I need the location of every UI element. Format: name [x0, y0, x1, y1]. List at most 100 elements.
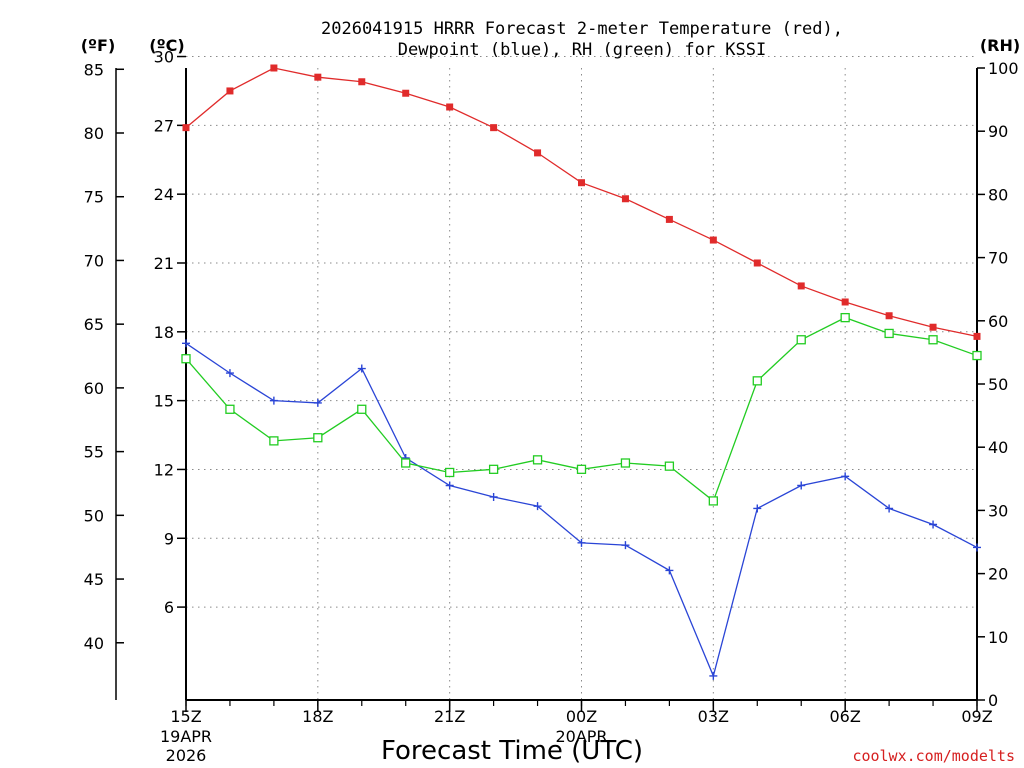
dewpoint-point	[665, 566, 674, 575]
rh-point	[576, 464, 587, 474]
dewpoint-point	[533, 502, 542, 511]
x-tick-sublabel: 19APR	[160, 727, 212, 746]
temperature-series	[182, 64, 981, 340]
fahrenheit-tick-label: 40	[84, 634, 104, 653]
dewpoint-point	[357, 364, 366, 373]
temperature-point	[973, 332, 981, 340]
dewpoint-point	[313, 398, 322, 407]
rh-point	[752, 376, 762, 386]
celsius-tick-label: 9	[164, 529, 174, 548]
celsius-tick-label: 6	[164, 598, 174, 617]
dewpoint-point	[753, 504, 762, 513]
rh-point	[445, 467, 455, 478]
temperature-point	[621, 195, 629, 203]
rh-tick-label: 10	[988, 628, 1008, 647]
dewpoint-point	[225, 369, 234, 378]
dewpoint-point	[489, 492, 498, 501]
rh-tick-label: 40	[988, 438, 1008, 457]
dewpoint-point	[269, 396, 278, 405]
celsius-tick-label: 24	[154, 185, 174, 204]
fahrenheit-tick-label: 85	[84, 60, 104, 79]
rh-point	[620, 458, 631, 468]
chart-title-line2: Dewpoint (blue), RH (green) for KSSI	[398, 40, 766, 60]
temperature-point	[270, 64, 278, 72]
credit-link[interactable]: coolwx.com/modelts	[852, 747, 1015, 765]
temperature-point	[358, 78, 366, 86]
temperature-point	[226, 87, 234, 95]
celsius-tick-label: 15	[154, 392, 174, 411]
dewpoint-point	[621, 541, 630, 550]
temperature-point	[885, 312, 893, 320]
fahrenheit-unit-label: (ºF)	[81, 36, 116, 55]
tick-labels: 6 9 12 15 18 21 24 27 30 40 45 50 55 60 65 70 75 80 85 0 10 2…	[84, 48, 1019, 765]
rh-point	[840, 312, 850, 323]
temperature-point	[753, 259, 761, 267]
fahrenheit-tick-label: 65	[84, 315, 104, 334]
rh-point	[532, 455, 543, 465]
celsius-tick-label: 12	[154, 460, 174, 479]
celsius-tick-label: 18	[154, 323, 174, 342]
temperature-point	[797, 282, 805, 290]
grid-lines	[186, 56, 977, 700]
dewpoint-point	[885, 504, 894, 513]
rh-point	[181, 354, 191, 364]
temperature-point	[578, 179, 585, 187]
celsius-unit-label: (ºC)	[149, 36, 184, 55]
x-tick-label: 00Z	[566, 707, 597, 726]
rh-point	[972, 350, 982, 361]
dewpoint-point	[929, 520, 938, 529]
rh-point	[884, 328, 894, 339]
fahrenheit-tick-label: 70	[84, 251, 104, 270]
x-tick-label: 09Z	[961, 707, 992, 726]
rh-tick-label: 80	[988, 185, 1008, 204]
temperature-point	[446, 103, 454, 111]
temperature-point	[314, 73, 322, 81]
rh-tick-label: 50	[988, 375, 1008, 394]
celsius-tick-label: 30	[154, 48, 174, 67]
temperature-point	[402, 89, 410, 97]
fahrenheit-tick-label: 45	[84, 570, 104, 589]
rh-point	[357, 404, 367, 414]
dewpoint-point	[973, 543, 981, 552]
x-tick-label: 03Z	[698, 707, 729, 726]
x-tick-label: 06Z	[830, 707, 861, 726]
x-tick-sublabel: 2026	[166, 746, 207, 765]
rh-point	[313, 433, 323, 443]
rh-tick-label: 70	[988, 249, 1008, 268]
rh-tick-label: 90	[988, 122, 1008, 141]
temperature-point	[665, 215, 673, 223]
dewpoint-point	[577, 538, 586, 547]
dewpoint-series	[182, 339, 981, 680]
temperature-point	[490, 124, 498, 132]
rh-tick-label: 0	[988, 691, 998, 710]
rh-point	[928, 335, 938, 345]
rh-point	[269, 436, 279, 446]
temperature-point	[841, 298, 849, 306]
rh-point	[488, 464, 499, 474]
fahrenheit-tick-label: 60	[84, 379, 104, 398]
celsius-tick-label: 21	[154, 254, 174, 273]
fahrenheit-tick-label: 75	[84, 188, 104, 207]
rh-point	[796, 335, 806, 345]
fahrenheit-tick-label: 55	[84, 443, 104, 462]
rh-tick-label: 100	[988, 59, 1019, 78]
temperature-point	[929, 323, 937, 331]
temperature-point	[534, 149, 542, 157]
x-tick-sublabel: 20APR	[555, 727, 607, 746]
x-tick-label: 21Z	[434, 707, 465, 726]
data-series	[181, 64, 982, 680]
rh-series	[181, 312, 982, 506]
x-axis-title: Forecast Time (UTC)	[381, 736, 643, 766]
rh-tick-label: 30	[988, 501, 1008, 520]
rh-point	[664, 461, 675, 471]
rh-point	[225, 404, 235, 414]
dewpoint-point	[445, 481, 454, 490]
axes	[115, 55, 985, 712]
rh-unit-label: (RH)	[980, 36, 1020, 55]
dewpoint-point	[797, 481, 806, 490]
x-tick-label: 18Z	[302, 707, 333, 726]
rh-tick-label: 60	[988, 312, 1008, 331]
dewpoint-point	[182, 339, 190, 348]
rh-point	[708, 496, 718, 506]
